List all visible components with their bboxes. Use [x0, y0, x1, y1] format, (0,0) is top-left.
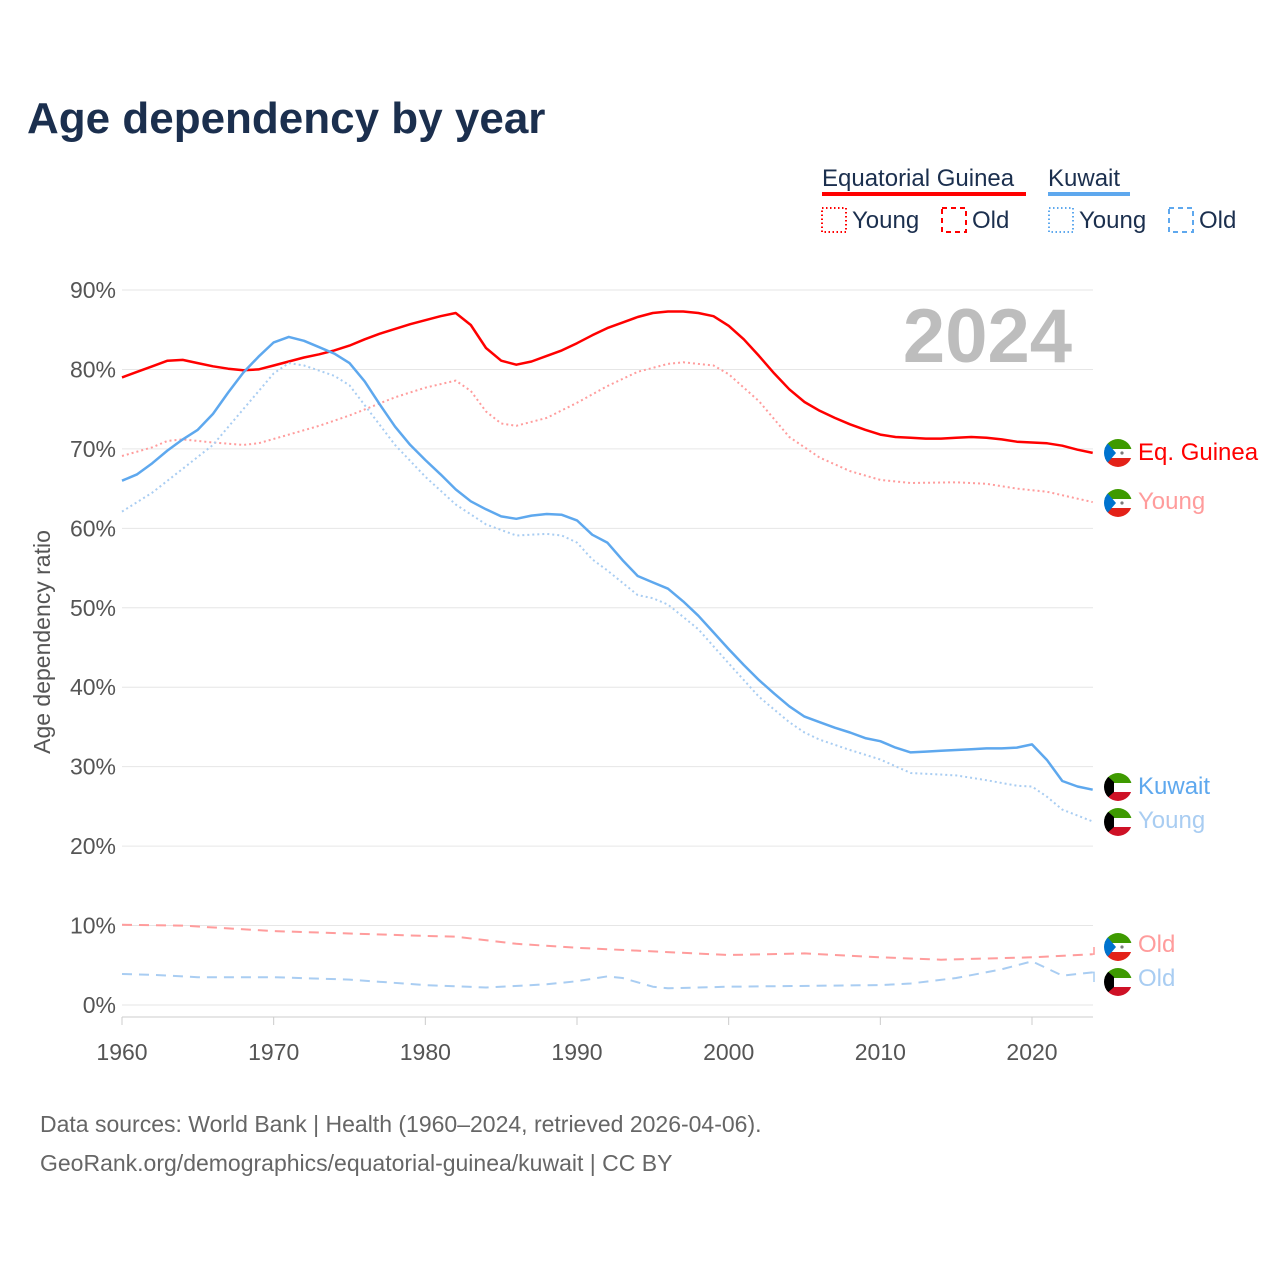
- flag-emblem: [1120, 451, 1124, 455]
- equatorial-guinea-flag-icon: [1104, 933, 1132, 961]
- y-tick-label: 90%: [70, 277, 116, 303]
- kuwait-flag-icon: [1104, 808, 1132, 836]
- flag-stripe: [1104, 783, 1132, 792]
- series-line-kuwait: [121, 335, 1093, 791]
- chart-title: Age dependency by year: [27, 94, 545, 143]
- flag-trapezoid: [1104, 773, 1114, 801]
- legend-kw-old[interactable]: Old: [1199, 207, 1236, 234]
- flag-stripe: [1104, 439, 1132, 449]
- x-axis: 1960 1970 1980 1990 2000 2010 2020: [96, 1016, 1093, 1065]
- legend-country-kw[interactable]: Kuwait: [1048, 165, 1120, 192]
- flag-triangle: [1104, 439, 1116, 467]
- legend-dashed-swatch: [941, 207, 967, 233]
- flag-stripe: [1104, 818, 1132, 827]
- y-axis-label: Age dependency ratio: [29, 530, 55, 754]
- y-tick-label: 70%: [70, 436, 116, 462]
- y-tick-label: 40%: [70, 674, 116, 700]
- flag-stripe: [1104, 808, 1132, 818]
- flag-body: [1104, 773, 1132, 801]
- end-label: Young: [1138, 807, 1205, 834]
- source-url[interactable]: GeoRank.org/demographics/equatorial-guin…: [40, 1150, 672, 1176]
- legend: Equatorial Guinea Kuwait Young Old Young…: [821, 165, 1236, 234]
- legend-country-eg[interactable]: Equatorial Guinea: [822, 165, 1015, 192]
- y-axis: 0% 10% 20% 30% 40% 50% 60% 70% 80% 90%: [70, 277, 116, 1018]
- flag-stripe: [1104, 792, 1132, 801]
- equatorial-guinea-flag-icon: [1104, 489, 1132, 517]
- x-tick-label: 1970: [248, 1039, 299, 1065]
- flag-trapezoid: [1104, 808, 1114, 836]
- legend-dashed-swatch: [1168, 207, 1194, 233]
- leader-line: [1092, 947, 1095, 955]
- legend-kw-young[interactable]: Young: [1079, 207, 1146, 234]
- flag-triangle: [1104, 489, 1116, 517]
- flag-body: [1104, 808, 1132, 836]
- year-badge: 2024: [903, 294, 1072, 379]
- flag-stripe: [1104, 952, 1132, 961]
- legend-eg-old[interactable]: Old: [972, 207, 1009, 234]
- y-tick-label: 80%: [70, 356, 116, 382]
- series-line-kuwait-old: [121, 960, 1093, 990]
- flag-body: [1104, 933, 1132, 961]
- y-tick-label: 50%: [70, 595, 116, 621]
- y-tick-label: 10%: [70, 913, 116, 939]
- series-line-equatorial-guinea-old: [121, 923, 1093, 961]
- flag-stripe: [1104, 827, 1132, 836]
- end-label: Young: [1138, 488, 1205, 515]
- y-tick-label: 0%: [83, 992, 116, 1018]
- source-note: Data sources: World Bank | Health (1960–…: [40, 1111, 762, 1137]
- flag-emblem: [1120, 945, 1124, 949]
- flag-emblem: [1120, 501, 1124, 505]
- series-lines: [121, 310, 1095, 990]
- kuwait-flag-icon: [1104, 968, 1132, 996]
- flag-trapezoid: [1104, 968, 1114, 996]
- x-tick-label: 1990: [551, 1039, 602, 1065]
- flag-triangle: [1104, 933, 1116, 961]
- flag-stripe: [1104, 933, 1132, 943]
- series-line-equatorial-guinea-young: [121, 361, 1093, 504]
- flag-stripe: [1104, 987, 1132, 996]
- x-tick-label: 1960: [96, 1039, 147, 1065]
- x-tick-label: 2010: [855, 1039, 906, 1065]
- kuwait-flag-icon: [1104, 773, 1132, 801]
- flag-stripe: [1104, 449, 1132, 458]
- x-tick-label: 1980: [400, 1039, 451, 1065]
- series-line-equatorial-guinea: [121, 310, 1093, 455]
- leader-line: [1092, 971, 1095, 982]
- flag-stripe: [1104, 499, 1132, 508]
- series-line-kuwait-young: [121, 362, 1094, 823]
- y-tick-label: 20%: [70, 833, 116, 859]
- flag-body: [1104, 489, 1132, 517]
- end-label: Old: [1138, 931, 1175, 958]
- y-tick-label: 30%: [70, 754, 116, 780]
- x-tick-label: 2000: [703, 1039, 754, 1065]
- legend-eg-young[interactable]: Young: [852, 207, 919, 234]
- flag-stripe: [1104, 978, 1132, 987]
- grid: [122, 289, 1093, 1006]
- end-label: Old: [1138, 965, 1175, 992]
- flag-stripe: [1104, 458, 1132, 467]
- end-label: Eq. Guinea: [1138, 439, 1259, 466]
- legend-dotted-swatch: [821, 207, 847, 233]
- flag-body: [1104, 439, 1132, 467]
- end-label: Kuwait: [1138, 773, 1210, 800]
- flag-stripe: [1104, 508, 1132, 517]
- flag-stripe: [1104, 968, 1132, 978]
- y-tick-label: 60%: [70, 515, 116, 541]
- flag-stripe: [1104, 773, 1132, 783]
- legend-dotted-swatch: [1048, 207, 1074, 233]
- x-tick-label: 2020: [1006, 1039, 1057, 1065]
- end-labels: Eq. Guinea Young Old Kuwait Young Old: [1104, 439, 1259, 996]
- flag-body: [1104, 968, 1132, 996]
- equatorial-guinea-flag-icon: [1104, 439, 1132, 467]
- flag-stripe: [1104, 943, 1132, 952]
- flag-stripe: [1104, 489, 1132, 499]
